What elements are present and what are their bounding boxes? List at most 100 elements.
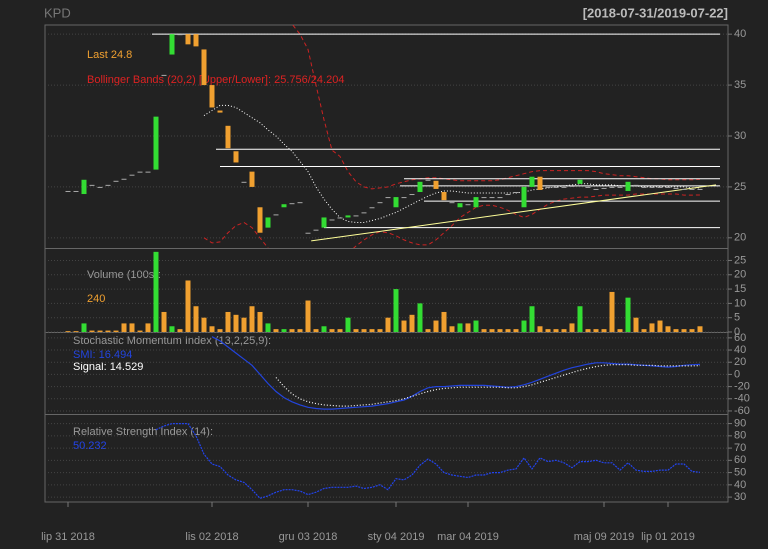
candle [521,186,527,208]
volume-bar [289,329,295,332]
candle [345,215,351,218]
volume-bar [409,314,415,332]
candle [281,204,287,208]
volume-bar [241,317,247,332]
candle [417,181,423,192]
date-range: [2018-07-31/2019-07-22] [583,5,728,20]
volume-bar [505,329,511,332]
candle [193,34,199,47]
y-tick-label: 30 [734,130,746,142]
candle [505,194,511,196]
volume-bar [161,311,167,332]
x-tick-label: lip 31 2018 [41,531,95,543]
candle [297,202,303,204]
volume-bar [601,329,607,332]
candle [409,194,415,196]
volume-bar [137,330,143,332]
candle [377,202,383,204]
volume-bar [673,329,679,332]
candle [113,180,119,182]
candle [681,188,687,190]
legend-entry: SMI: 16.494 [73,349,132,361]
y-tick-label: 25 [734,181,746,193]
candle [209,85,215,108]
candle [481,197,487,199]
x-tick-label: lis 02 2018 [185,531,238,543]
trend-line [311,184,717,242]
candle [225,125,231,149]
indicator-line [155,423,701,499]
y-tick-label: 10 [734,297,746,309]
volume-bar [545,329,551,332]
smi-label: Stochastic Momentum Index (13,2,25,9): [73,335,271,347]
volume-bar [537,326,543,332]
volume-bar [497,329,503,332]
volume-bar [569,323,575,332]
candle [593,188,599,190]
volume-bar [697,326,703,332]
volume-bar [521,320,527,332]
volume-bar [225,311,231,332]
y-tick-label: 20 [734,356,746,368]
candle [65,190,71,192]
y-tick-label: 40 [734,344,746,356]
candle [569,185,575,187]
candle [513,191,519,193]
y-tick-label: 30 [734,491,746,503]
candle [89,184,95,186]
volume-last: 240 [87,293,105,305]
y-tick-label: 20 [734,269,746,281]
candle [665,186,671,188]
y-tick-label: 50 [734,466,746,478]
volume-bar [313,329,319,332]
y-tick-label: 5 [734,312,740,324]
candle [321,217,327,228]
candle [465,204,471,206]
last-price: Last 24.8 [87,49,132,61]
volume-bar [249,306,255,332]
candle [561,186,567,188]
volume-bar [473,320,479,332]
candle [169,34,175,55]
volume-bar [665,326,671,332]
y-tick-label: -40 [734,393,750,405]
indicator-line [211,336,701,410]
x-tick-label: lip 01 2019 [641,531,695,543]
candle [449,202,455,204]
volume-bar [121,323,127,332]
candle [249,171,255,187]
volume-bar [585,329,591,332]
candle [265,217,271,228]
volume-bar [329,329,335,332]
y-tick-label: 60 [734,454,746,466]
volume-bar [441,311,447,332]
candle [625,181,631,191]
y-tick-label: 20 [734,232,746,244]
candle [473,197,479,208]
volume-bar [273,329,279,332]
y-tick-label: 80 [734,430,746,442]
x-tick-label: mar 04 2019 [437,531,499,543]
volume-bar [193,306,199,332]
candle [441,191,447,201]
candle [361,212,367,214]
volume-bar [257,311,263,332]
y-tick-label: 15 [734,283,746,295]
volume-bar [625,297,631,332]
volume-bar [65,331,71,332]
y-tick-label: 35 [734,79,746,91]
volume-bar [633,317,639,332]
candle [689,188,695,190]
candle [105,184,111,186]
volume-bar [105,330,111,332]
candle [289,203,295,205]
volume-bar [377,329,383,332]
volume-bar [353,329,359,332]
candle [81,179,87,195]
volume-bar [145,323,151,332]
volume-bar [649,323,655,332]
volume-bar [345,317,351,332]
candle [633,184,639,186]
volume-bar [169,326,175,332]
